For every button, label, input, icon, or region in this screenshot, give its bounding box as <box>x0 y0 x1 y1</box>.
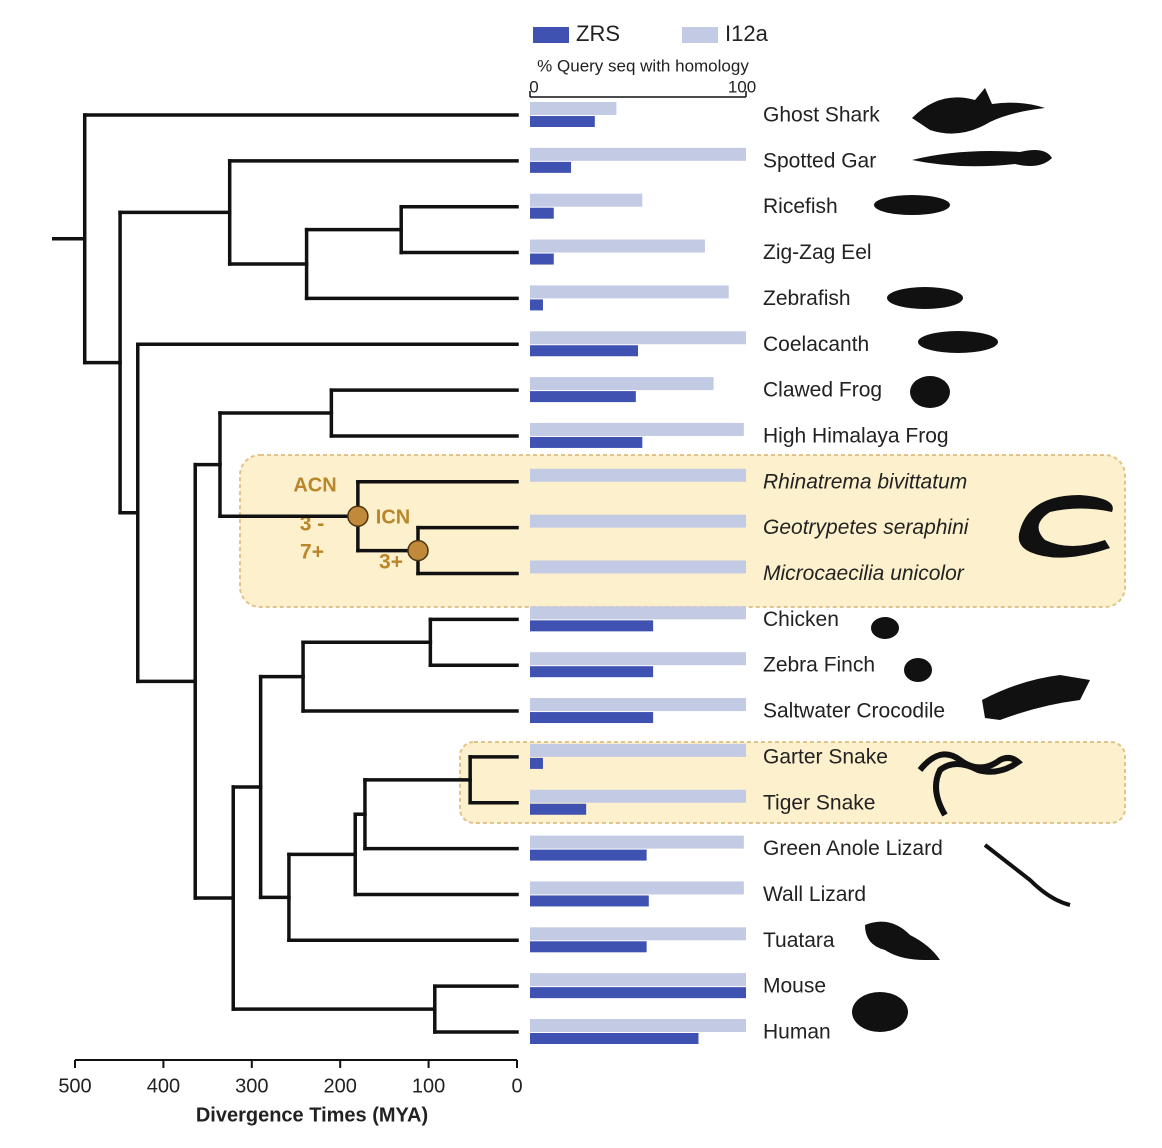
species-label: Green Anole Lizard <box>763 837 943 860</box>
bar <box>530 666 654 678</box>
bar <box>530 345 638 357</box>
bar <box>530 1033 699 1044</box>
bar <box>530 285 729 299</box>
x-axis-title: Divergence Times (MYA) <box>196 1104 428 1126</box>
silhouette <box>983 843 1071 907</box>
bar <box>530 973 746 987</box>
species-label: Coelacanth <box>763 333 869 356</box>
legend-swatch <box>682 27 718 43</box>
x-tick-label: 500 <box>58 1075 91 1097</box>
bar <box>530 468 746 482</box>
bar <box>530 299 543 311</box>
species-label: Microcaecilia unicolor <box>763 562 965 585</box>
legend-label: ZRS <box>576 21 620 46</box>
bar <box>530 895 649 907</box>
bar <box>530 803 587 815</box>
caecilian-highlight <box>239 454 1126 608</box>
annotation: 7+ <box>300 541 324 564</box>
species-label: Wall Lizard <box>763 883 866 906</box>
silhouettes <box>852 88 1113 1032</box>
bar <box>530 239 705 253</box>
legend-swatch <box>533 27 569 43</box>
x-tick-label: 200 <box>324 1075 357 1097</box>
species-label: Zebrafish <box>763 287 851 310</box>
node-marker <box>347 505 369 527</box>
silhouette <box>1018 495 1113 558</box>
annotation: 3+ <box>379 551 403 574</box>
species-label: Rhinatrema bivittatum <box>763 470 967 493</box>
species-label: Zebra Finch <box>763 654 875 677</box>
bar <box>530 207 554 219</box>
silhouette <box>910 376 950 408</box>
bar <box>530 422 744 436</box>
silhouette <box>874 195 950 215</box>
silhouette <box>904 658 932 682</box>
species-label: Chicken <box>763 608 839 631</box>
bar <box>530 743 746 757</box>
bar <box>530 606 746 620</box>
species-label: Clawed Frog <box>763 379 882 402</box>
species-label: Geotrypetes seraphini <box>763 516 970 539</box>
species-label: High Himalaya Frog <box>763 424 949 447</box>
x-tick-label: 100 <box>412 1075 445 1097</box>
species-label: Tuatara <box>763 929 835 952</box>
annotation: ACN <box>293 474 336 496</box>
bar <box>530 102 617 115</box>
species-label: Tiger Snake <box>763 791 875 814</box>
bar <box>530 881 744 895</box>
bar <box>530 436 643 448</box>
bar <box>530 849 647 861</box>
bar-tick-label: 100 <box>728 77 756 96</box>
tree <box>82 113 519 1034</box>
bar <box>530 514 746 528</box>
bar <box>530 835 744 849</box>
bar-axis-title: % Query seq with homology <box>537 56 749 75</box>
bar <box>530 698 746 712</box>
bar <box>530 560 746 574</box>
annotation: ICN <box>376 506 410 528</box>
silhouette <box>852 992 908 1032</box>
bar <box>530 331 746 345</box>
silhouette <box>871 617 899 639</box>
bar <box>530 652 746 666</box>
species-label: Zig-Zag Eel <box>763 241 872 264</box>
bar <box>530 789 746 803</box>
silhouette <box>982 675 1090 720</box>
bar <box>530 987 746 999</box>
x-tick-label: 300 <box>235 1075 268 1097</box>
species-label: Garter Snake <box>763 745 888 768</box>
silhouette <box>912 88 1045 134</box>
species-label: Ricefish <box>763 195 838 218</box>
bar <box>530 193 643 207</box>
bar <box>530 391 636 403</box>
bar <box>530 253 554 265</box>
silhouette <box>865 921 940 960</box>
bar <box>530 620 654 632</box>
bar <box>530 1019 746 1032</box>
bar <box>530 927 746 941</box>
species-label: Mouse <box>763 975 826 998</box>
x-tick-label: 0 <box>511 1075 522 1097</box>
node-marker <box>407 539 429 562</box>
bar <box>530 161 572 173</box>
bar <box>530 147 746 161</box>
silhouette <box>917 751 1023 817</box>
bar <box>530 116 595 127</box>
silhouette <box>918 331 998 353</box>
bar <box>530 941 647 953</box>
bar <box>530 377 714 391</box>
species-label: Saltwater Crocodile <box>763 700 945 723</box>
annotation: 3 - <box>300 513 325 536</box>
legend-label: I12a <box>725 21 769 46</box>
species-label: Ghost Shark <box>763 104 880 127</box>
silhouette <box>912 150 1052 167</box>
silhouette <box>887 287 963 309</box>
bar-tick-label: 0 <box>529 77 538 96</box>
bar <box>530 757 543 769</box>
x-tick-label: 400 <box>147 1075 180 1097</box>
species-label: Human <box>763 1021 831 1044</box>
bar <box>530 712 654 724</box>
species-label: Spotted Gar <box>763 149 876 172</box>
